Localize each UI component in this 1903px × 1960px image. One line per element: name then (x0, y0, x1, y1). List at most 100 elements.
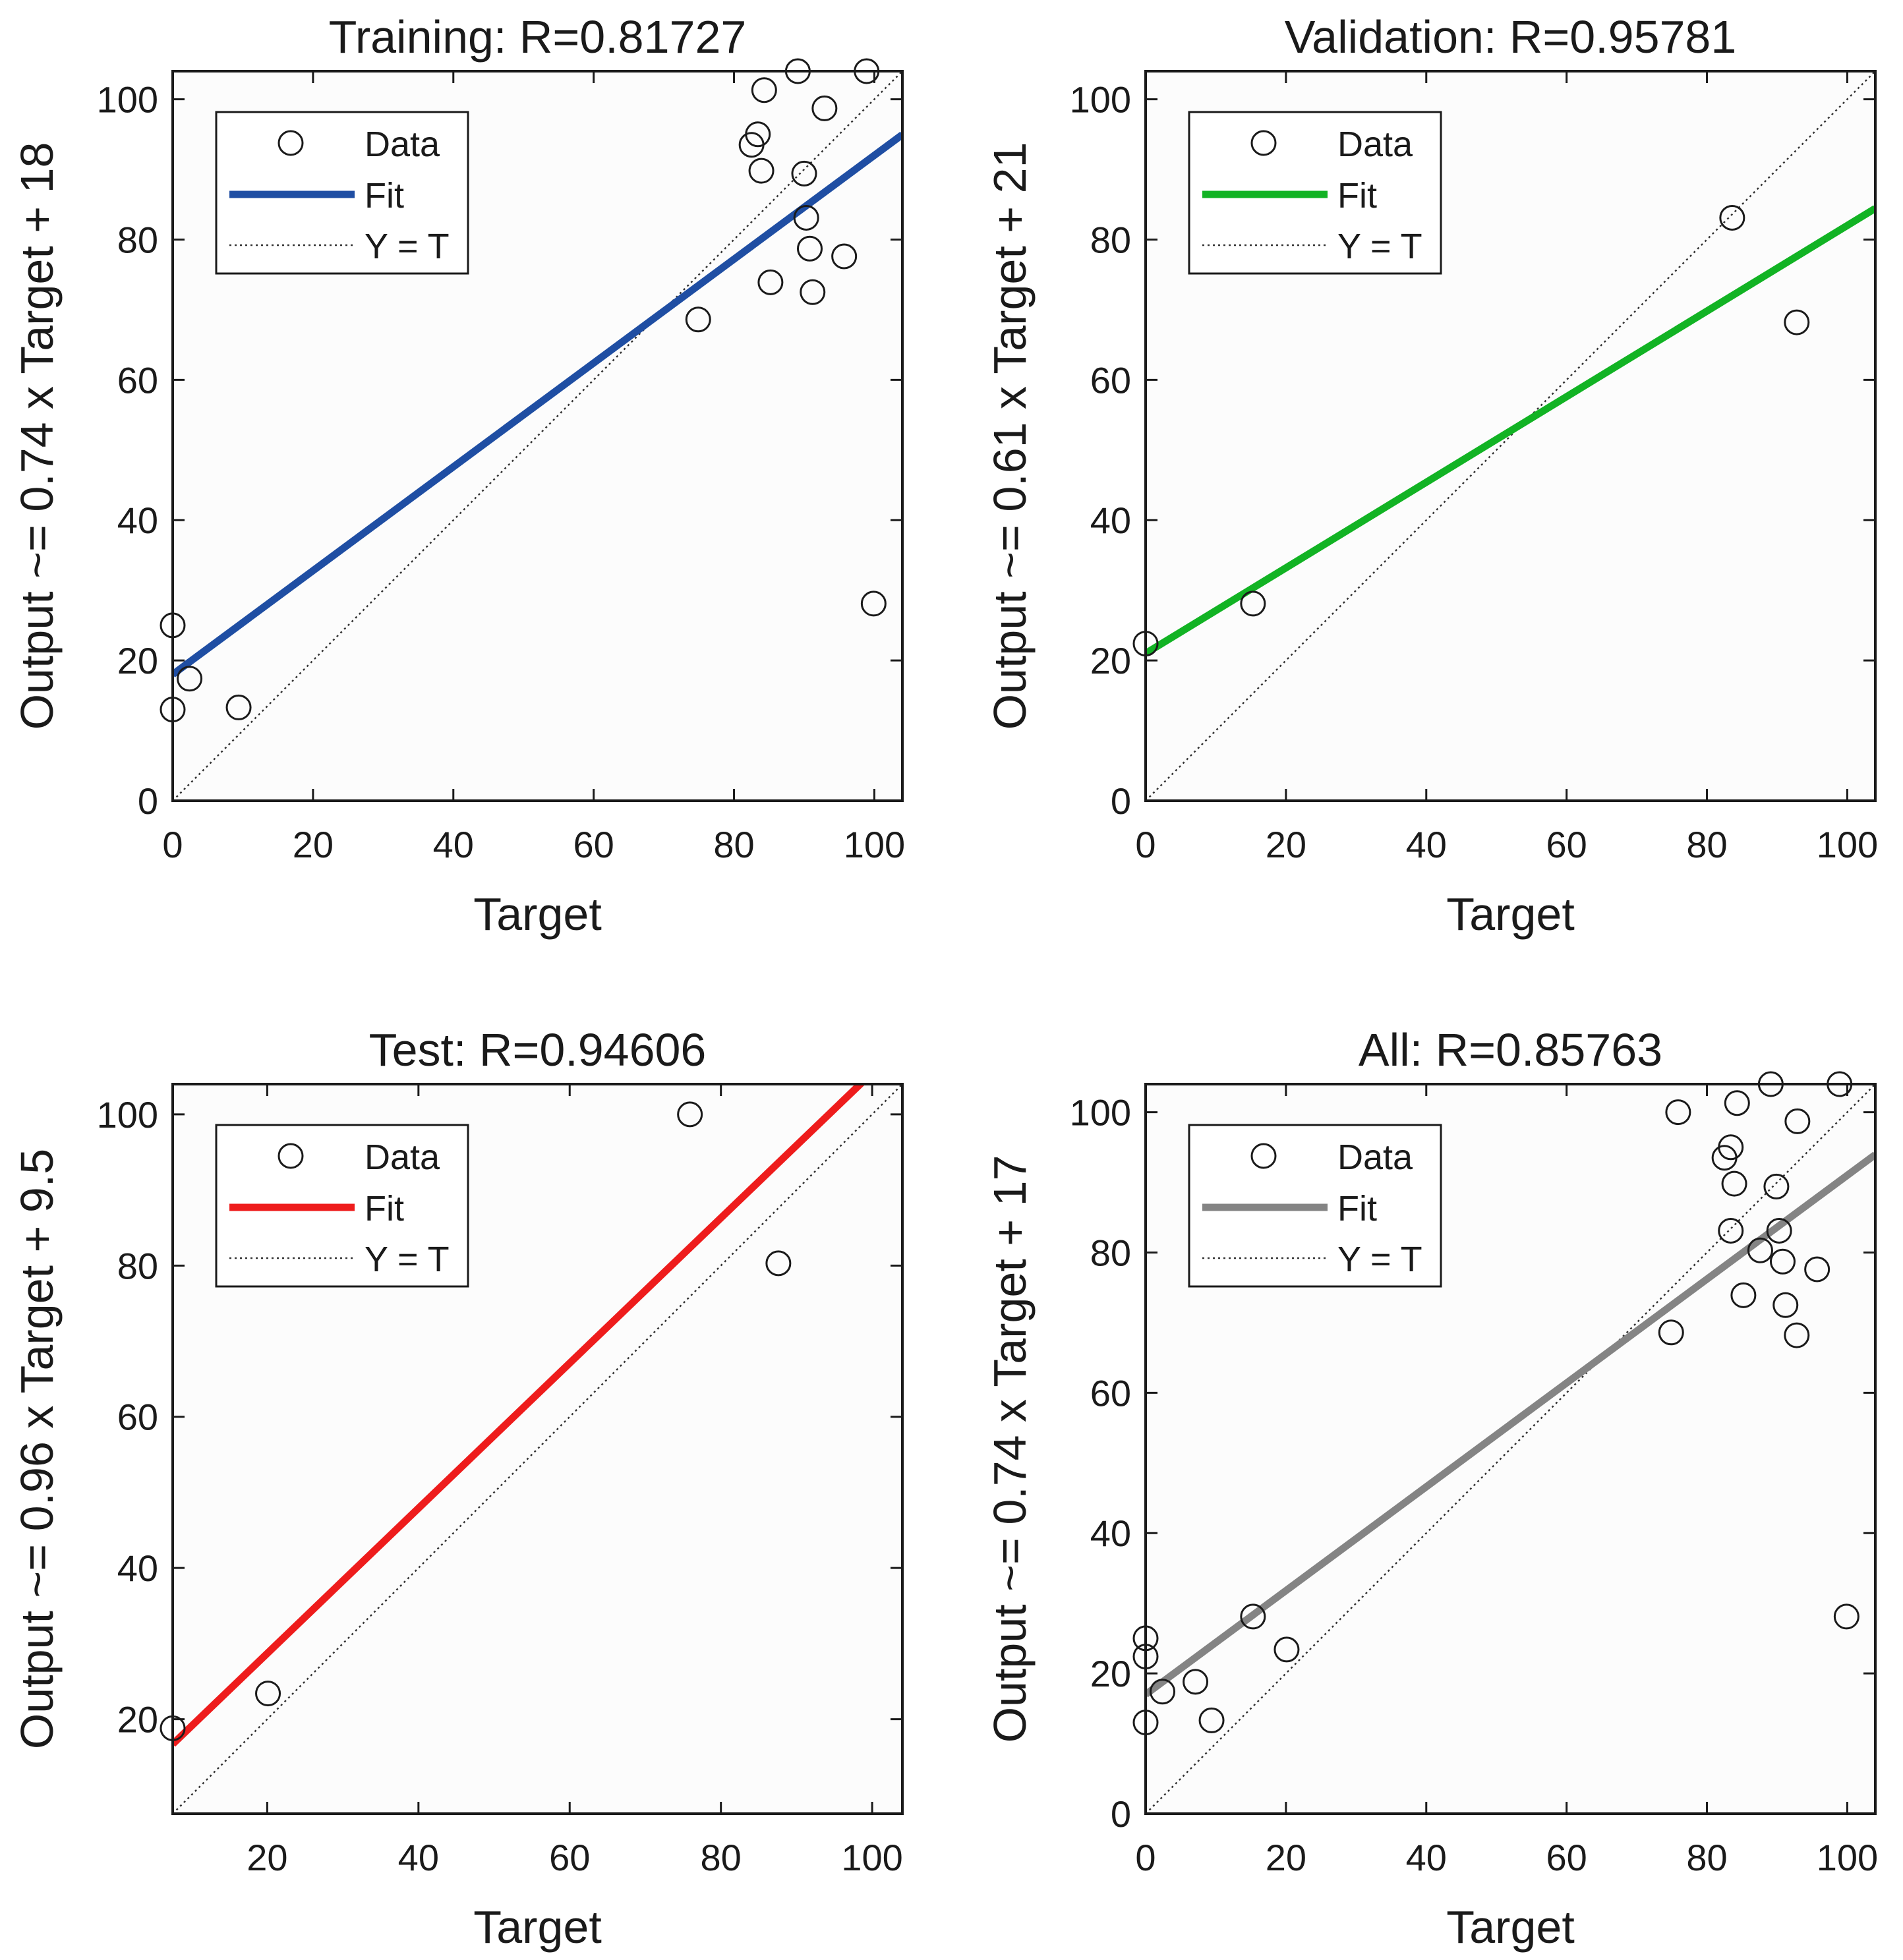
data-point (791, 160, 817, 187)
y-tick-label: 80 (1090, 219, 1131, 260)
data-point (796, 235, 823, 262)
legend-label-data: Data (1337, 1138, 1413, 1177)
y-tick-label: 20 (117, 1699, 158, 1741)
y-tick-label: 100 (1070, 1092, 1131, 1134)
data-point (685, 306, 711, 333)
chart-title: Validation: R=0.95781 (1285, 11, 1737, 63)
legend: Data Fit Y = T (1188, 1124, 1442, 1288)
legend-label-fit: Fit (1337, 1189, 1377, 1228)
data-point (757, 269, 784, 295)
data-point (1240, 591, 1266, 617)
x-axis-label: Target (1446, 1901, 1575, 1953)
legend-label-identity: Y = T (1337, 227, 1422, 266)
data-point (1763, 1173, 1790, 1199)
x-tick-label: 80 (713, 824, 754, 865)
x-tick-label: 20 (247, 1837, 287, 1878)
legend-data-marker (1250, 130, 1277, 156)
data-point (811, 95, 838, 121)
identity-line (1146, 1084, 1875, 1814)
y-tick-label: 80 (117, 1245, 158, 1286)
fit-line (1146, 1151, 1875, 1698)
legend-label-fit: Fit (1337, 176, 1377, 216)
x-tick-label: 80 (1686, 824, 1727, 865)
data-point (255, 1681, 281, 1707)
data-point (1274, 1636, 1300, 1663)
y-tick-label: 20 (117, 640, 158, 681)
x-tick-label: 60 (1546, 824, 1587, 865)
chart-panel-1: 0 20 40 60 80 100 0 20 40 60 80 100 Training: R=0.81… (11, 11, 905, 940)
data-point (1804, 1256, 1830, 1283)
y-tick-label: 80 (117, 219, 158, 260)
fit-line (1146, 205, 1875, 657)
x-axis-label: Target (1446, 888, 1575, 940)
y-tick-label: 40 (1090, 500, 1131, 541)
data-point (1724, 1090, 1750, 1116)
x-tick-label: 100 (1817, 1837, 1878, 1878)
legend: Data Fit Y = T (215, 111, 469, 275)
data-point (1784, 1322, 1810, 1348)
x-tick-label: 100 (844, 824, 905, 865)
data-point (800, 279, 826, 305)
y-tick-label: 100 (97, 1094, 158, 1136)
y-tick-label: 60 (117, 1397, 158, 1438)
data-point (1784, 309, 1810, 335)
data-point (1150, 1679, 1176, 1705)
legend-label-identity: Y = T (365, 1240, 450, 1279)
y-tick-label: 80 (1090, 1232, 1131, 1273)
y-tick-label: 60 (1090, 359, 1131, 401)
data-point (765, 1250, 792, 1277)
y-axis-label: Output ~= 0.96 x Target + 9.5 (11, 1149, 63, 1749)
y-tick-label: 0 (138, 780, 158, 822)
identity-line (1146, 71, 1875, 801)
y-tick-label: 100 (1070, 79, 1131, 121)
data-point (1772, 1292, 1799, 1318)
data-point (1721, 1170, 1747, 1197)
chart-panel-4: 0 20 40 60 80 100 0 20 40 60 80 100 All: R=0.85763 Ta… (984, 1024, 1878, 1953)
x-tick-label: 60 (549, 1837, 590, 1878)
data-point (748, 158, 775, 184)
chart-title: All: R=0.85763 (1359, 1024, 1662, 1076)
y-tick-label: 20 (1090, 640, 1131, 681)
y-tick-label: 40 (117, 500, 158, 541)
x-axis-label: Target (473, 888, 602, 940)
data-point (177, 666, 203, 692)
data-point (751, 77, 777, 103)
y-axis-label: Output ~= 0.74 x Target + 18 (11, 142, 63, 730)
data-point (1833, 1603, 1859, 1630)
data-point (1198, 1707, 1225, 1733)
identity-line (173, 71, 902, 801)
y-tick-label: 60 (117, 359, 158, 401)
chart-title: Training: R=0.81727 (329, 11, 747, 63)
data-point (1718, 1217, 1744, 1244)
y-axis-label: Output ~= 0.61 x Target + 21 (984, 142, 1036, 730)
y-tick-label: 100 (97, 79, 158, 121)
legend-data-marker (278, 1143, 304, 1169)
identity-line (173, 1084, 902, 1814)
legend-data-marker (1250, 1143, 1277, 1169)
legend-label-identity: Y = T (365, 227, 450, 266)
x-tick-label: 100 (1817, 824, 1878, 865)
legend-label-data: Data (365, 125, 440, 164)
x-tick-label: 60 (1546, 1837, 1587, 1878)
data-point (793, 204, 819, 231)
data-point (1183, 1669, 1209, 1695)
data-point (1747, 1237, 1773, 1263)
x-tick-label: 60 (573, 824, 614, 865)
data-point (225, 694, 252, 720)
legend-label-fit: Fit (365, 176, 404, 216)
data-point (745, 121, 771, 148)
legend-label-data: Data (1337, 125, 1413, 164)
data-point (860, 591, 887, 617)
data-point (1718, 1134, 1744, 1161)
x-axis-label: Target (473, 1901, 602, 1953)
legend-data-marker (278, 130, 304, 156)
y-tick-label: 0 (1111, 1793, 1131, 1835)
data-point (1784, 1108, 1811, 1134)
x-tick-label: 0 (162, 824, 183, 865)
plot-frame (171, 70, 904, 802)
y-tick-label: 20 (1090, 1653, 1131, 1694)
x-tick-label: 0 (1135, 1837, 1156, 1878)
chart-panel-3: 20 40 60 80 100 20 40 60 80 100 Test: R=0.94606 Tar… (11, 1024, 904, 1953)
legend: Data Fit Y = T (215, 1124, 469, 1288)
